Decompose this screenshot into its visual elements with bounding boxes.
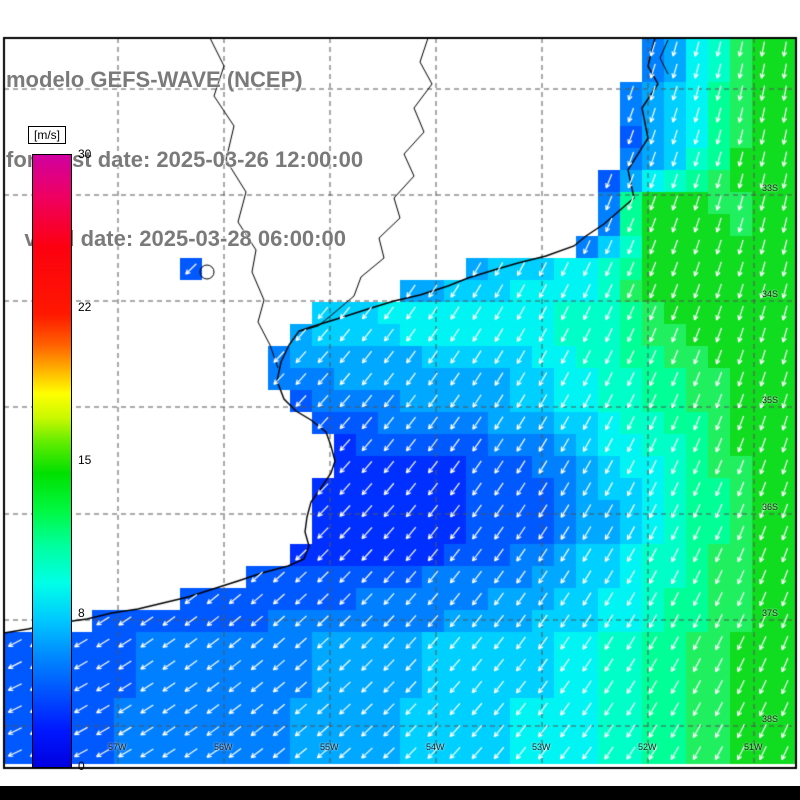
colorbar-tick: 8	[78, 606, 85, 620]
lat-label: 35S	[762, 395, 779, 405]
colorbar: [m/s] 30 22 15 8 0	[28, 126, 148, 786]
lon-label: 56W	[214, 742, 233, 752]
colorbar-unit-label: [m/s]	[28, 126, 66, 144]
model-title: modelo GEFS-WAVE (NCEP)	[6, 67, 303, 92]
lat-label: 34S	[762, 289, 779, 299]
lon-label: 53W	[532, 742, 551, 752]
colorbar-tick: 15	[78, 453, 92, 467]
lon-label: 52W	[638, 742, 657, 752]
lon-label: 55W	[320, 742, 339, 752]
lat-label: 38S	[762, 714, 779, 724]
colorbar-gradient	[32, 154, 72, 768]
lon-label: 54W	[426, 742, 445, 752]
lon-label: 57W	[108, 742, 127, 752]
lat-label: 37S	[762, 608, 779, 618]
colorbar-tick: 22	[78, 300, 92, 314]
colorbar-tick: 0	[78, 759, 85, 773]
bottom-black-bar	[0, 786, 800, 800]
lat-label: 33S	[762, 183, 779, 193]
colorbar-tick: 30	[78, 147, 92, 161]
lon-label: 51W	[744, 742, 763, 752]
lat-label: 36S	[762, 502, 779, 512]
